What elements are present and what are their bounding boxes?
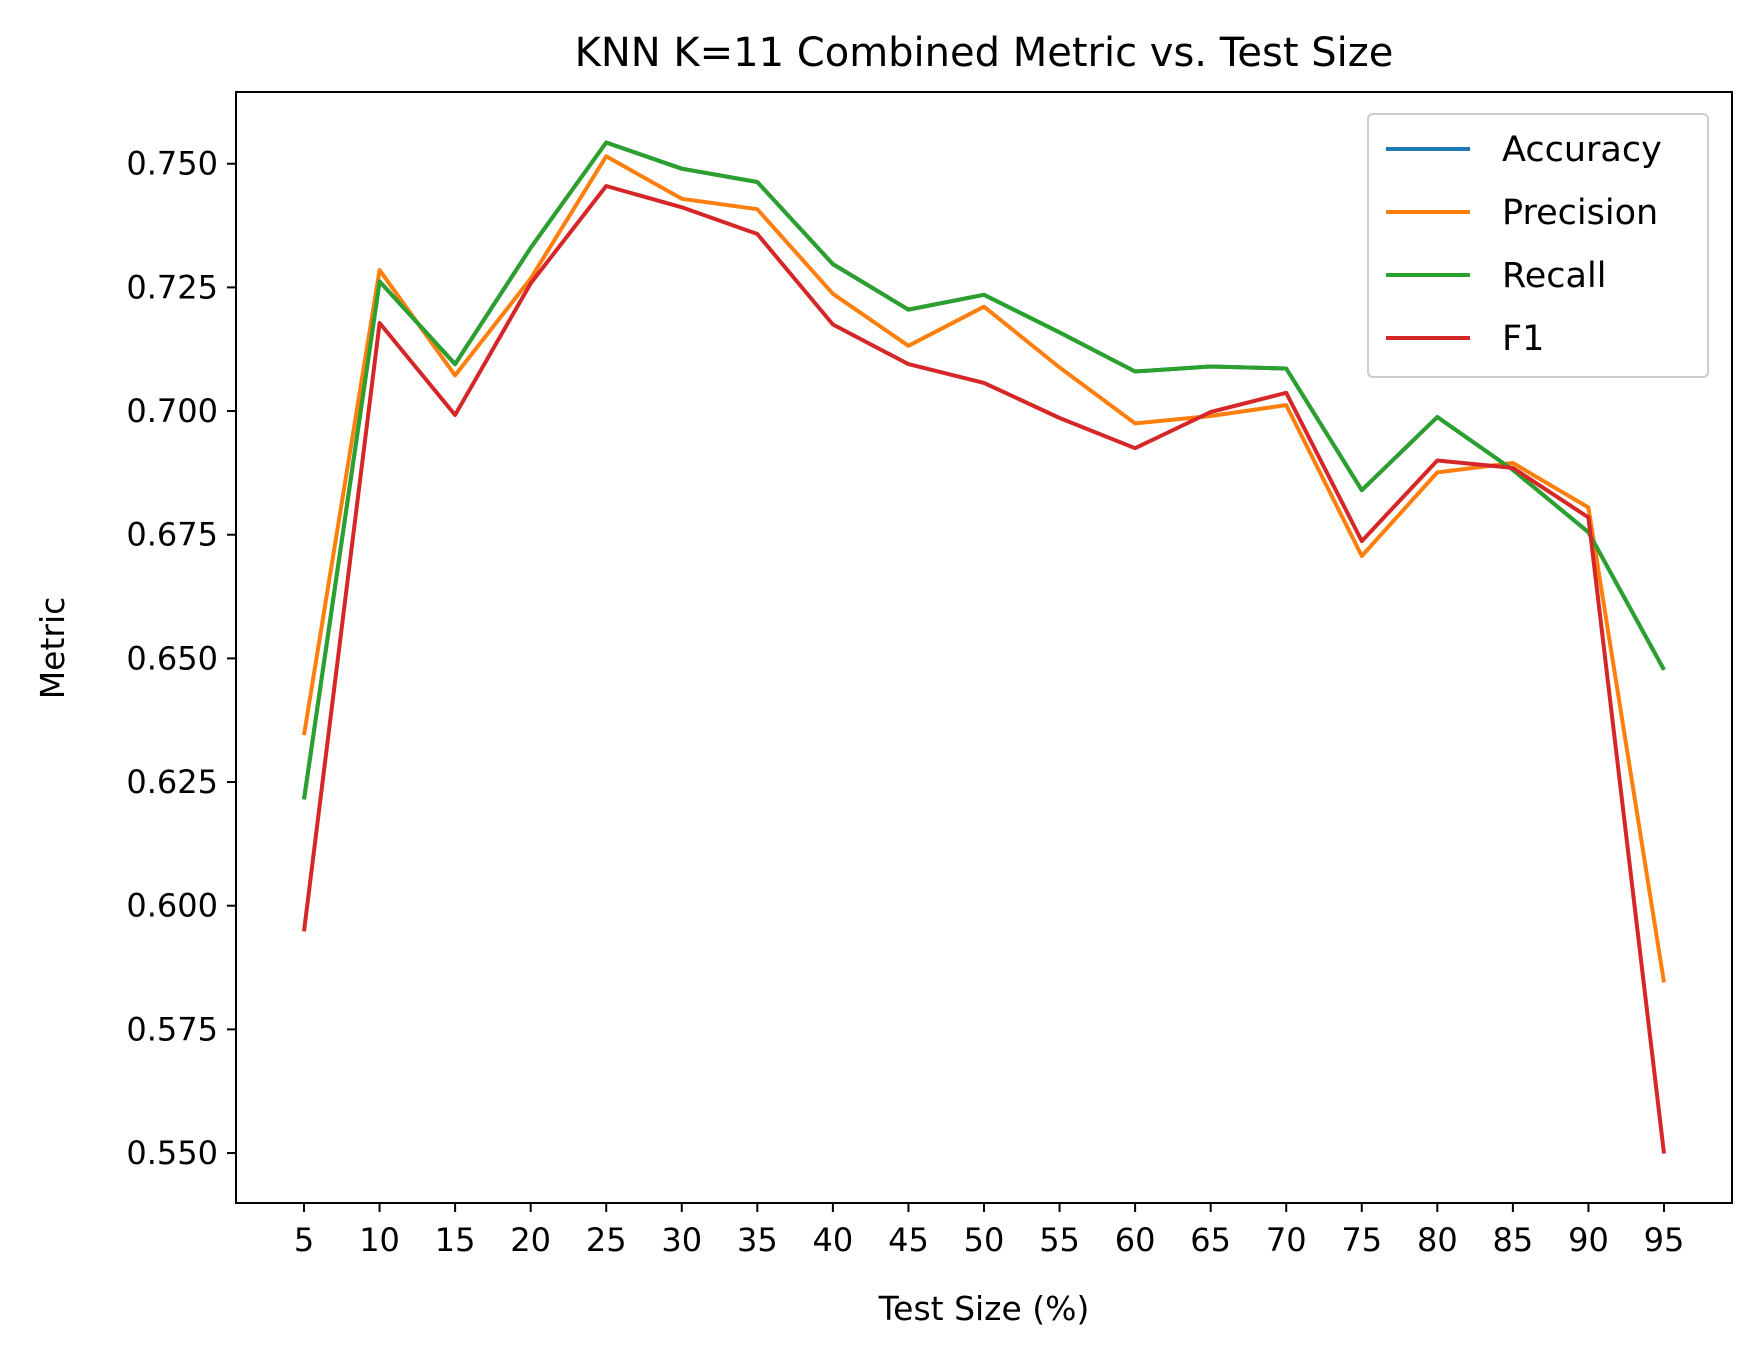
x-tick-label: 15 <box>435 1221 476 1259</box>
x-tick-label: 75 <box>1341 1221 1382 1259</box>
plot-area-frame <box>235 91 1733 1204</box>
y-tick-label: 0.550 <box>126 1134 218 1172</box>
y-axis-label: Metric <box>33 597 72 700</box>
legend: Accuracy Precision Recall F1 <box>1367 113 1709 378</box>
x-tick-label: 30 <box>661 1221 702 1259</box>
legend-label-f1: F1 <box>1502 319 1544 359</box>
series-line-precision <box>302 154 1666 983</box>
y-tick-label: 0.700 <box>126 392 218 430</box>
x-tick-label: 40 <box>813 1221 854 1259</box>
x-tick-label: 90 <box>1568 1221 1609 1259</box>
y-tick-label: 0.750 <box>126 145 218 183</box>
x-axis-label: Test Size (%) <box>878 1289 1090 1328</box>
series-line-recall <box>302 140 1666 800</box>
x-tick-label: 20 <box>510 1221 551 1259</box>
y-tick-label: 0.600 <box>126 887 218 925</box>
legend-frame <box>1367 113 1709 378</box>
y-tick-label: 0.650 <box>126 639 218 677</box>
x-tick-label: 35 <box>737 1221 778 1259</box>
x-tick-label: 60 <box>1115 1221 1156 1259</box>
series-line-f1 <box>302 184 1666 1154</box>
x-tick-label: 45 <box>888 1221 929 1259</box>
y-tick-label: 0.575 <box>126 1010 218 1048</box>
legend-label-accuracy: Accuracy <box>1502 130 1662 170</box>
x-tick-label: 5 <box>294 1221 314 1259</box>
y-tick-label: 0.675 <box>126 516 218 554</box>
legend-label-recall: Recall <box>1502 256 1606 296</box>
x-tick-label: 70 <box>1266 1221 1307 1259</box>
x-tick-label: 65 <box>1190 1221 1231 1259</box>
legend-label-precision: Precision <box>1502 193 1658 233</box>
x-tick-label: 95 <box>1644 1221 1685 1259</box>
x-axis-ticks: 5 10 15 20 25 30 35 40 45 50 55 60 65 70 75 80 85 90 95 <box>294 1203 1685 1259</box>
y-tick-label: 0.625 <box>126 763 218 801</box>
x-tick-label: 55 <box>1039 1221 1080 1259</box>
y-axis-ticks: 0.550 0.575 0.600 0.625 0.650 0.675 0.700 0.725… <box>126 145 236 1172</box>
series-layer <box>302 140 1666 1154</box>
x-tick-label: 50 <box>964 1221 1005 1259</box>
chart-title: KNN K=11 Combined Metric vs. Test Size <box>575 30 1394 76</box>
x-tick-label: 85 <box>1493 1221 1534 1259</box>
x-tick-label: 80 <box>1417 1221 1458 1259</box>
y-tick-label: 0.725 <box>126 268 218 306</box>
x-tick-label: 10 <box>359 1221 400 1259</box>
x-tick-label: 25 <box>586 1221 627 1259</box>
